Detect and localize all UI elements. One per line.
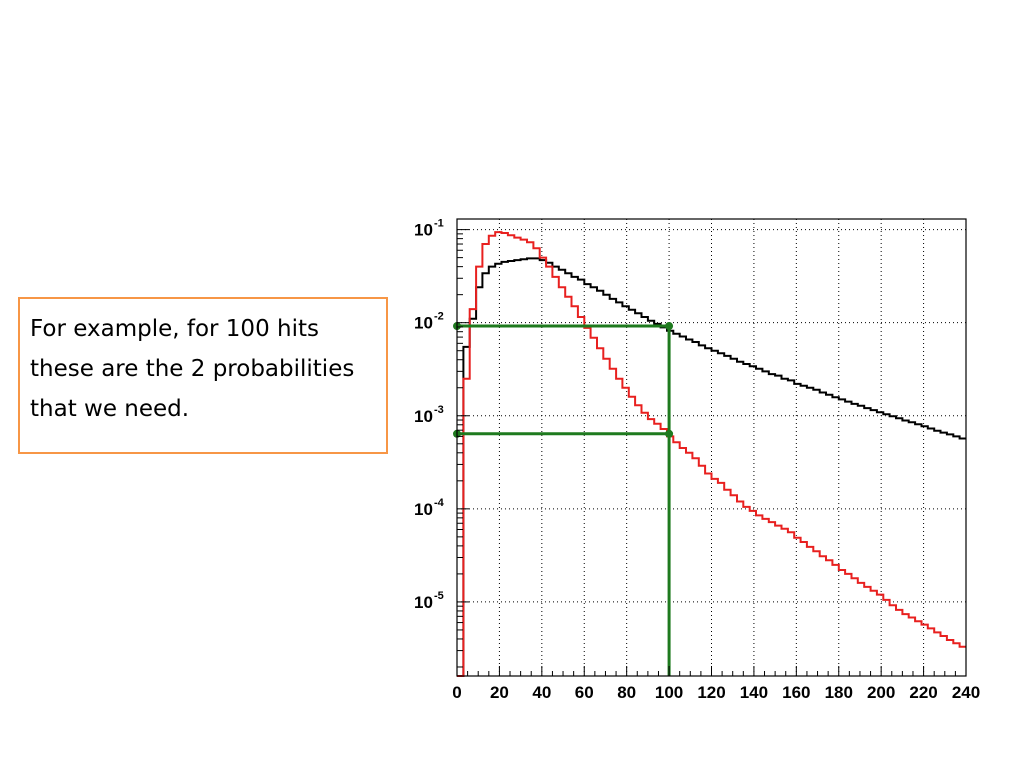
y-tick-label: 10 [414, 314, 433, 333]
y-tick-label: 10 [414, 593, 433, 612]
x-tick-label: 200 [867, 683, 895, 702]
callout-box: For example, for 100 hits these are the … [18, 297, 388, 454]
red-histogram [457, 231, 966, 677]
x-tick-label: 40 [532, 683, 551, 702]
x-tick-label: 100 [655, 683, 683, 702]
y-tick-label: 10 [414, 221, 433, 240]
y-tick-exponent: -1 [434, 218, 444, 230]
y-tick-label: 10 [414, 500, 433, 519]
x-tick-label: 140 [740, 683, 768, 702]
x-tick-label: 220 [909, 683, 937, 702]
x-tick-label: 240 [952, 683, 980, 702]
callout-text: For example, for 100 hits these are the … [30, 316, 355, 422]
x-tick-label: 160 [782, 683, 810, 702]
x-tick-label: 0 [452, 683, 461, 702]
x-tick-label: 20 [490, 683, 509, 702]
x-tick-label: 120 [697, 683, 725, 702]
y-tick-label: 10 [414, 407, 433, 426]
y-tick-exponent: -4 [434, 497, 445, 509]
x-tick-label: 60 [575, 683, 594, 702]
y-tick-exponent: -3 [434, 404, 444, 416]
y-tick-exponent: -2 [434, 311, 444, 323]
x-tick-label: 80 [617, 683, 636, 702]
x-tick-label: 180 [825, 683, 853, 702]
y-tick-exponent: -5 [434, 590, 444, 602]
